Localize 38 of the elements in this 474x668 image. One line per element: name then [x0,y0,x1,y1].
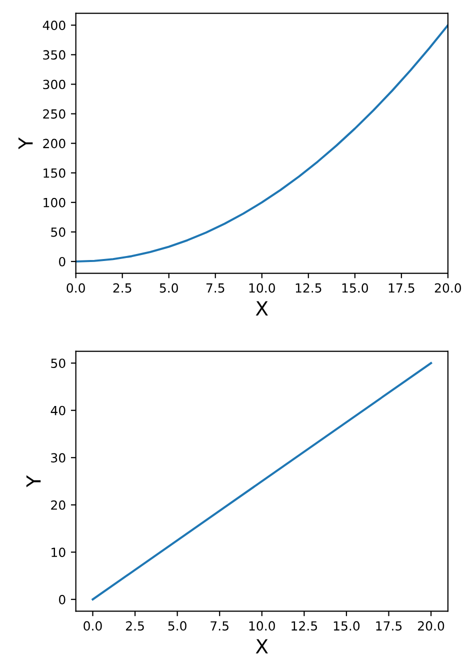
x-tick-label: 0.0 [66,283,85,293]
y-tick-label: 40 [50,406,66,416]
y-tick-label: 50 [51,358,66,368]
y-tick-label: 150 [44,168,66,178]
x-tick-label: 2.5 [113,283,132,293]
y-axis-title: Y [26,475,41,488]
x-tick-label: 15.0 [342,283,368,293]
x-tick-label: 15.0 [334,621,360,631]
y-tick-label: 0 [58,594,66,604]
y-tick-label: 10 [52,548,66,558]
x-tick-label: 20.0 [418,621,444,631]
x-tick-label: 2.5 [126,621,144,631]
x-axis-title: X [256,301,268,316]
x-tick-label: 5.0 [160,283,178,293]
y-tick-label: 20 [51,500,66,510]
y-axis-title: Y [18,137,33,150]
y-tick-label: 200 [43,138,66,148]
x-tick-label: 17.5 [376,621,402,631]
y-tick-label: 100 [44,198,66,208]
y-tick-label: 30 [51,453,66,463]
x-tick-label: 5.0 [168,621,186,631]
x-axis-title: X [256,639,268,654]
x-tick-label: 12.5 [296,283,322,293]
x-tick-label: 10.0 [249,621,275,631]
y-tick-label: 50 [51,227,66,237]
x-tick-label: 7.5 [206,283,224,293]
y-tick-label: 400 [42,20,66,30]
x-tick-label: 7.5 [210,621,228,631]
y-tick-label: 0 [58,256,66,266]
y-tick-label: 250 [43,109,66,119]
y-tick-label: 350 [43,50,66,60]
x-tick-label: 10.0 [249,283,275,293]
x-tick-label: 12.5 [292,621,317,631]
x-tick-label: 20.0 [434,283,462,293]
line-series [76,24,448,263]
x-tick-label: 0.0 [84,621,102,631]
y-tick-label: 300 [43,80,66,90]
x-tick-label: 17.5 [388,283,414,293]
